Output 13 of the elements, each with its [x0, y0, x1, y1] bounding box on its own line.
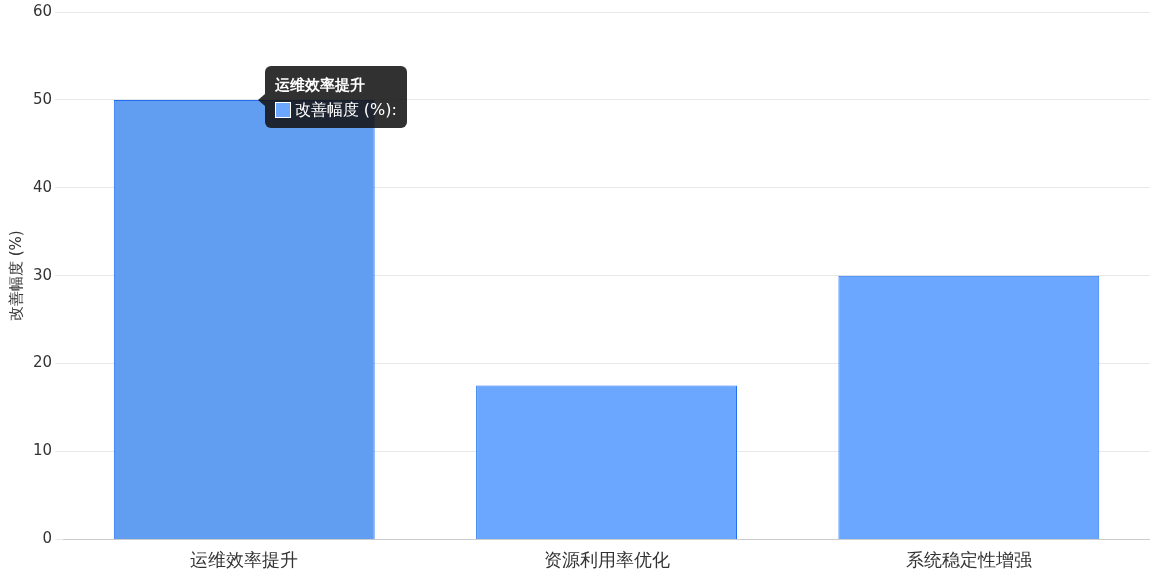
y-tick-label: 30 — [32, 265, 53, 284]
y-tick-label: 20 — [32, 353, 53, 372]
y-tick-label: 40 — [32, 177, 53, 196]
y-tick-label: 10 — [32, 441, 53, 460]
y-tick-label: 50 — [32, 89, 53, 108]
y-tick-label: 60 — [32, 1, 53, 20]
annotation: 改善幅度 (%): — [294, 98, 397, 121]
x-tick-label: 运维效率提升 — [190, 548, 299, 570]
y-axis-title: 改善幅度 (%) — [6, 230, 25, 322]
y-tick-label: 0 — [42, 529, 53, 548]
x-tick-label: 资源利用率优化 — [543, 548, 670, 570]
x-tick-label: 系统稳定性增强 — [905, 548, 1032, 570]
annotation: 运维效率提升 — [274, 74, 366, 96]
